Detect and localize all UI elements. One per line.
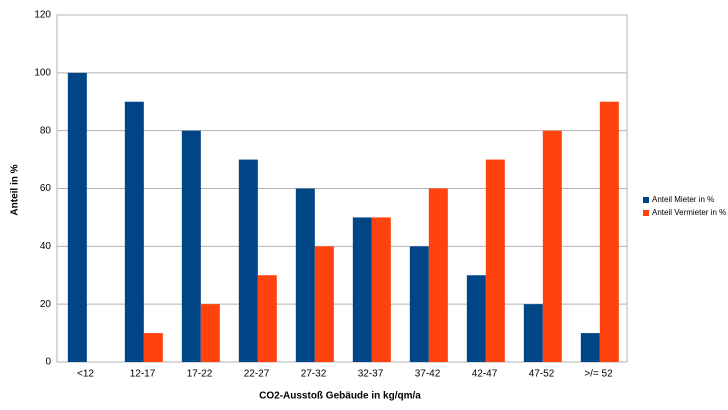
bar (523, 304, 543, 362)
y-tick-label: 80 (40, 125, 52, 136)
legend-label: Anteil Vermieter in % (652, 208, 726, 217)
bar (580, 333, 600, 362)
legend-swatch (643, 210, 649, 216)
y-tick-label: 60 (40, 183, 52, 194)
x-tick-label: 42-47 (472, 369, 498, 380)
x-tick-label: 12-17 (130, 369, 156, 380)
bar (599, 101, 619, 362)
bar (181, 130, 201, 362)
bar (428, 188, 448, 362)
y-tick-label: 20 (40, 299, 52, 310)
x-tick-label: 47-52 (529, 369, 555, 380)
y-tick-label: 40 (40, 241, 52, 252)
y-tick-label: 100 (34, 67, 51, 78)
bar (67, 72, 87, 362)
y-axis-title: Anteil in % (10, 164, 21, 215)
bar (409, 246, 429, 362)
x-tick-label: <12 (77, 369, 94, 380)
bar (257, 275, 277, 362)
x-tick-label: 17-22 (187, 369, 213, 380)
bar (466, 275, 486, 362)
bar (200, 304, 220, 362)
y-tick-label: 120 (34, 10, 51, 21)
x-tick-label: 32-37 (358, 369, 384, 380)
legend-swatch (643, 197, 649, 203)
bar (542, 130, 562, 362)
bar (124, 101, 144, 362)
legend-label: Anteil Mieter in % (652, 195, 714, 204)
y-tick-label: 0 (45, 357, 51, 368)
bar (238, 159, 258, 362)
x-tick-label: >/= 52 (584, 369, 613, 380)
bar (485, 159, 505, 362)
plot-border (56, 14, 628, 363)
x-tick-label: 27-32 (301, 369, 327, 380)
bar (371, 217, 391, 362)
bar (314, 246, 334, 362)
x-tick-label: 22-27 (244, 369, 270, 380)
x-tick-label: 37-42 (415, 369, 441, 380)
x-axis-title: CO2-Ausstoß Gebäude in kg/qm/a (259, 391, 421, 402)
bar (143, 333, 163, 362)
bar (352, 217, 372, 362)
bar (295, 188, 315, 362)
